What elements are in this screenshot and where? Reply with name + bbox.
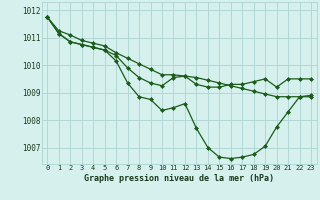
X-axis label: Graphe pression niveau de la mer (hPa): Graphe pression niveau de la mer (hPa): [84, 174, 274, 183]
